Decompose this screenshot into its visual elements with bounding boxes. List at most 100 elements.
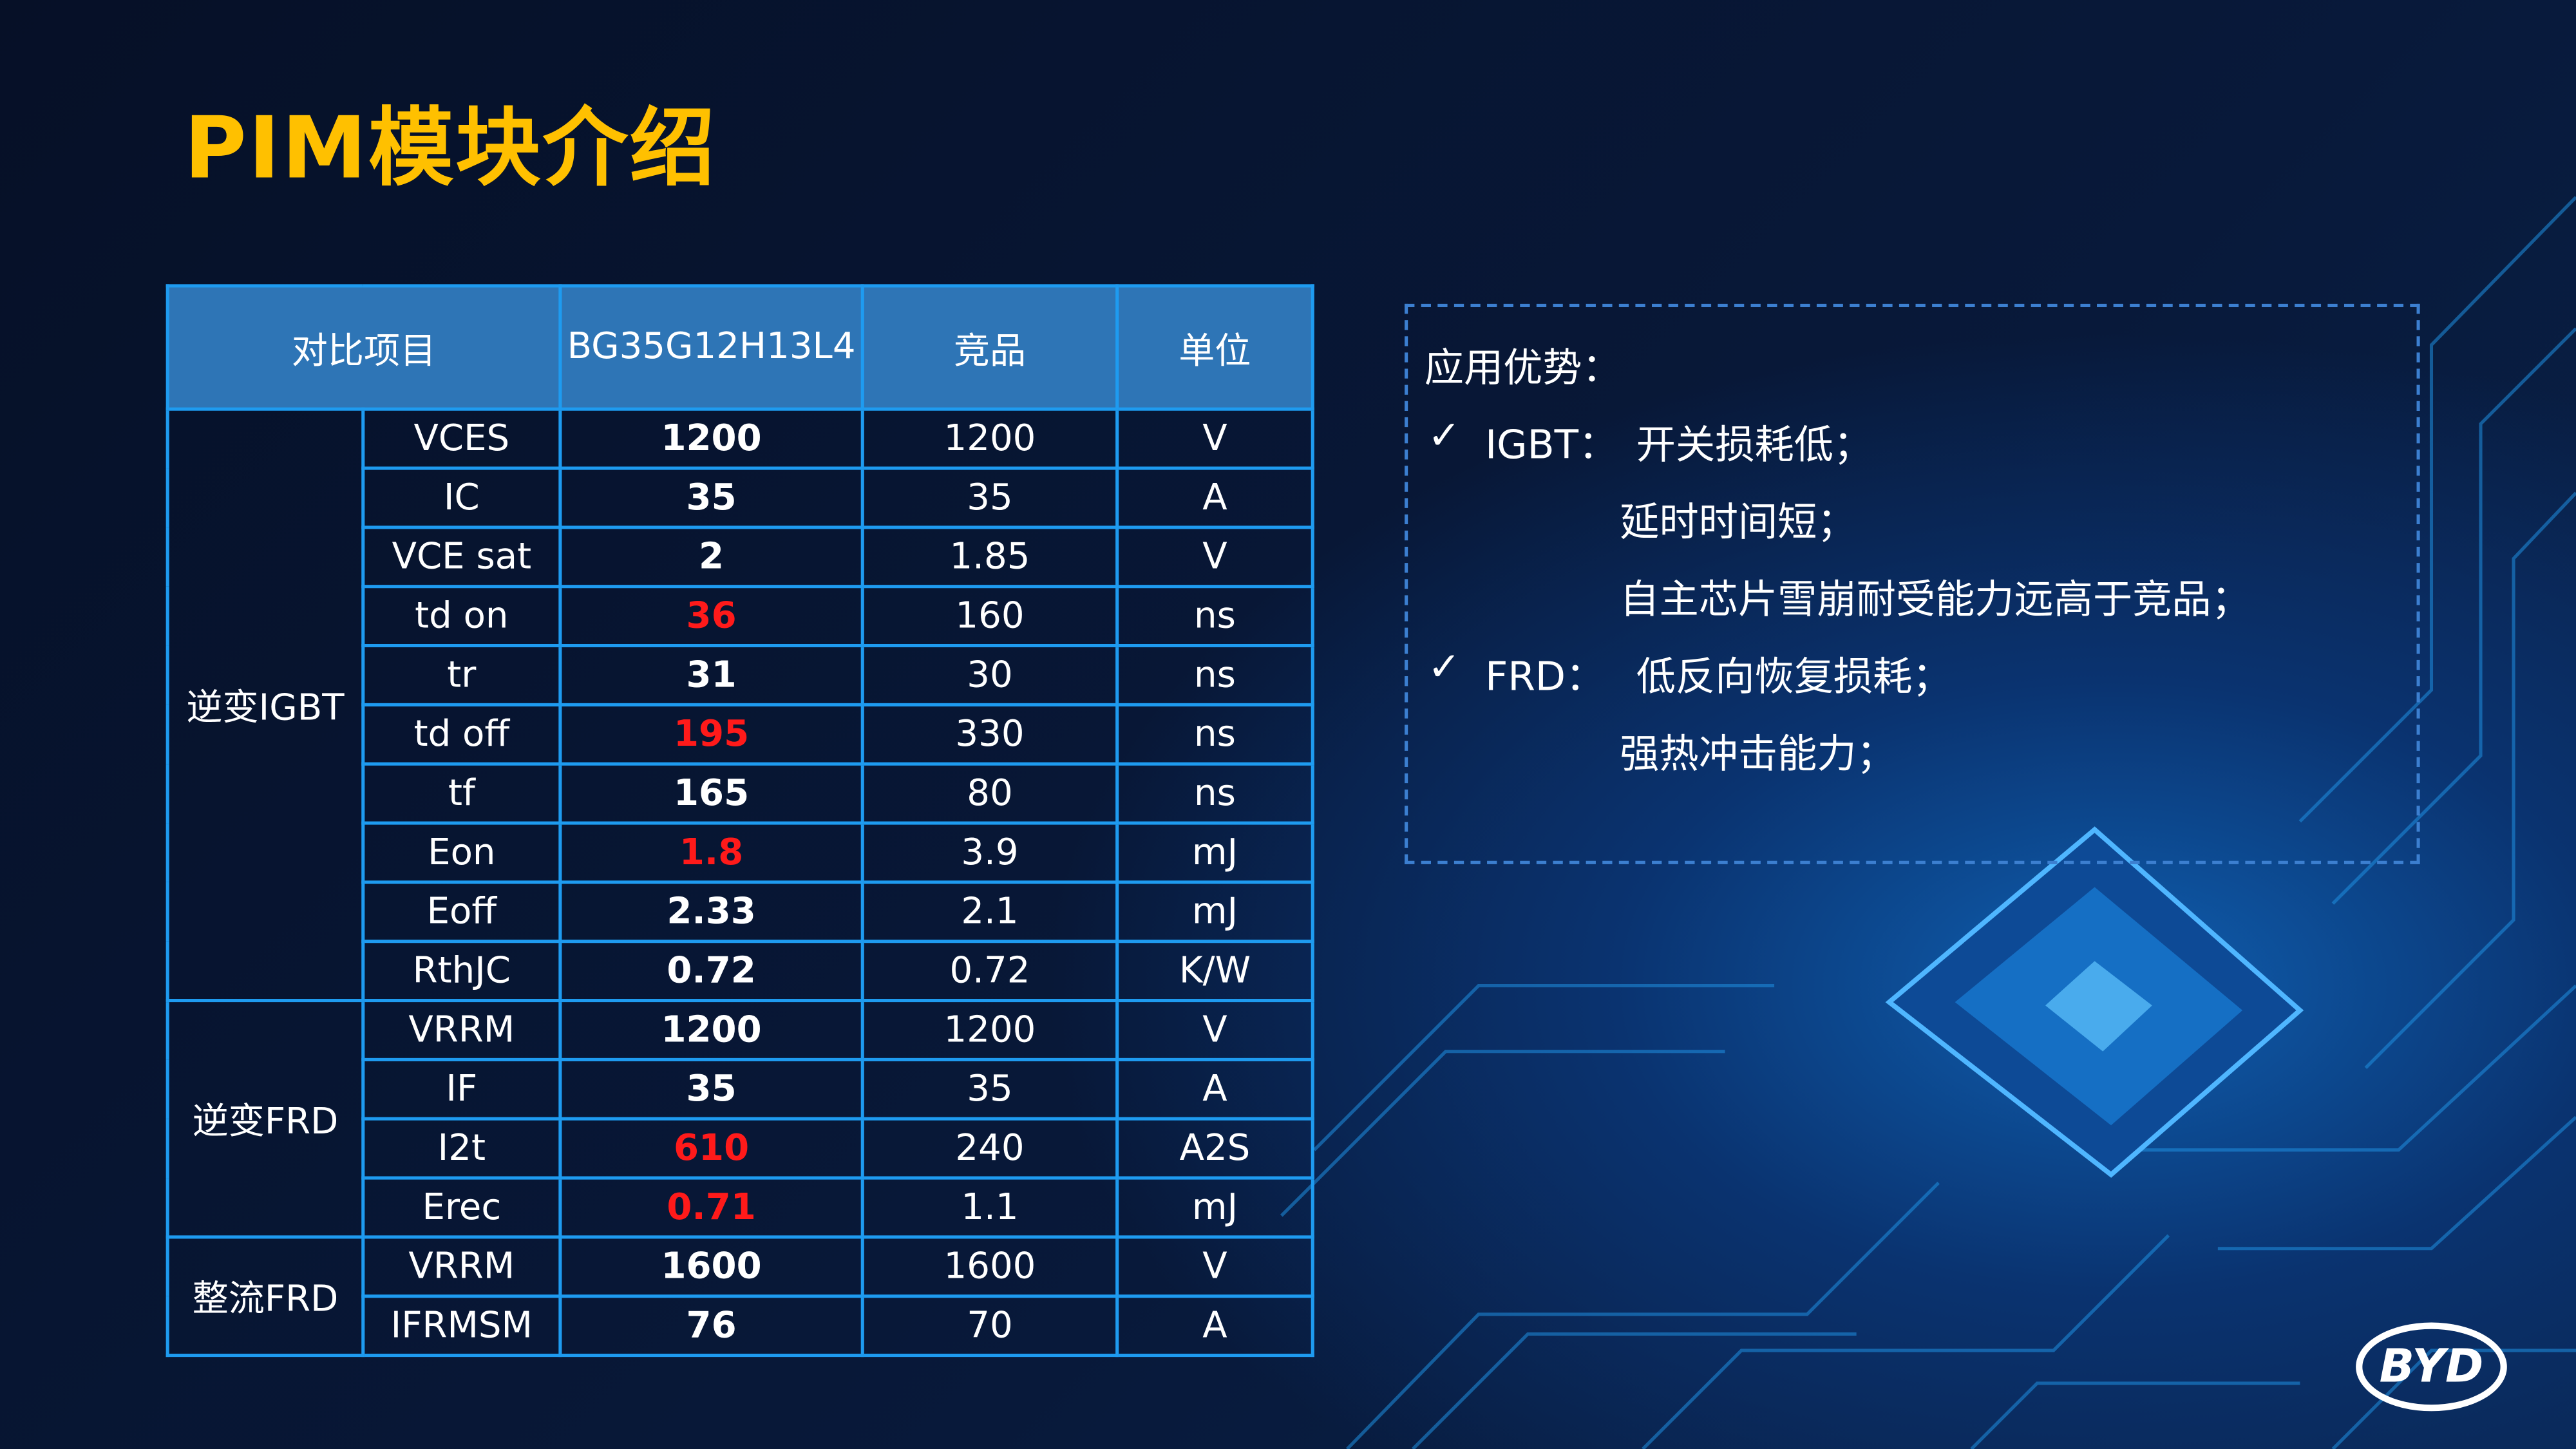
unit-cell: mJ <box>1115 821 1314 884</box>
competitor-cell: 240 <box>860 1117 1119 1180</box>
table-row: tf 165 80 ns <box>167 762 1314 825</box>
header-row: 对比项目 BG35G12H13L4 竞品 单位 <box>166 284 1314 411</box>
value-cell: 0.71 <box>558 1176 864 1239</box>
unit-cell: ns <box>1115 643 1314 706</box>
unit-cell: mJ <box>1115 880 1314 943</box>
table-row: IF 35 35 A <box>167 1057 1314 1121</box>
comparison-table: 对比项目 BG35G12H13L4 竞品 单位 逆变IGBT VCES 1200 1200 V I… <box>166 284 1314 1358</box>
item-cell: VCES <box>361 407 562 470</box>
table-row: RthJC 0.72 0.72 K/W <box>167 940 1314 1003</box>
item-cell: tr <box>361 643 562 706</box>
competitor-cell: 35 <box>860 466 1119 529</box>
value-cell: 2.33 <box>558 880 864 943</box>
group-cell: 整流FRD <box>166 1235 365 1358</box>
competitor-cell: 330 <box>860 703 1119 766</box>
item-cell: VRRM <box>361 1235 562 1298</box>
group-cell: 逆变FRD <box>166 999 365 1239</box>
item-cell: I2t <box>361 1117 562 1180</box>
item-cell: td off <box>361 703 562 766</box>
value-cell: 76 <box>558 1294 864 1358</box>
table-row: IC 35 35 A <box>167 466 1314 529</box>
table-row: VCE sat 2 1.85 V <box>167 526 1314 589</box>
value-cell: 31 <box>558 643 864 706</box>
advantages-heading: 应用优势： <box>1424 345 1622 392</box>
unit-cell: mJ <box>1115 1176 1314 1239</box>
value-cell: 1.8 <box>558 821 864 884</box>
unit-cell: V <box>1115 999 1314 1061</box>
item-cell: td on <box>361 585 562 648</box>
header-cell: 单位 <box>1115 284 1314 411</box>
group-cell: 逆变IGBT <box>166 407 365 1003</box>
value-cell: 35 <box>558 1057 864 1121</box>
table-row: I2t 610 240 A2S <box>167 1117 1314 1180</box>
value-cell: 2 <box>558 526 864 589</box>
header-cell: 竞品 <box>860 284 1119 411</box>
item-label: FRD： <box>1485 654 1605 700</box>
item-cell: IFRMSM <box>361 1294 562 1358</box>
competitor-cell: 70 <box>860 1294 1119 1358</box>
competitor-cell: 1.1 <box>860 1176 1119 1239</box>
check-mark: ✓ <box>1427 643 1461 690</box>
item-cell: tf <box>361 762 562 825</box>
header-cell: 对比项目 <box>166 284 562 411</box>
competitor-cell: 0.72 <box>860 940 1119 1003</box>
check-mark: ✓ <box>1427 412 1461 459</box>
unit-cell: A <box>1115 1294 1314 1358</box>
table-row: IFRMSM 76 70 A <box>167 1294 1314 1358</box>
item-cell: RthJC <box>361 940 562 1003</box>
unit-cell: ns <box>1115 762 1314 825</box>
value-cell: 610 <box>558 1117 864 1180</box>
item-cell: Eon <box>361 821 562 884</box>
value-cell: 1200 <box>558 407 864 470</box>
item-line: 开关损耗低； <box>1636 422 1873 469</box>
competitor-cell: 2.1 <box>860 880 1119 943</box>
table-row: tr 31 30 ns <box>167 643 1314 706</box>
header-cell: BG35G12H13L4 <box>558 284 864 411</box>
table-row: Eoff 2.33 2.1 mJ <box>167 880 1314 943</box>
value-cell: 36 <box>558 585 864 648</box>
slide-title: PIM模块介绍 <box>184 100 717 199</box>
competitor-cell: 80 <box>860 762 1119 825</box>
item-cell: IF <box>361 1057 562 1121</box>
unit-cell: K/W <box>1115 940 1314 1003</box>
table-row: Eon 1.8 3.9 mJ <box>167 821 1314 884</box>
value-cell: 1200 <box>558 999 864 1061</box>
item-cell: Erec <box>361 1176 562 1239</box>
unit-cell: ns <box>1115 585 1314 648</box>
unit-cell: ns <box>1115 703 1314 766</box>
value-cell: 165 <box>558 762 864 825</box>
competitor-cell: 1600 <box>860 1235 1119 1298</box>
competitor-cell: 1200 <box>860 407 1119 470</box>
value-cell: 195 <box>558 703 864 766</box>
value-cell: 0.72 <box>558 940 864 1003</box>
table-row: td on 36 160 ns <box>167 585 1314 648</box>
unit-cell: A <box>1115 466 1314 529</box>
competitor-cell: 160 <box>860 585 1119 648</box>
table-row: 逆变IGBT VCES 1200 1200 V <box>166 407 1314 1003</box>
unit-cell: V <box>1115 526 1314 589</box>
item-line: 自主芯片雪崩耐受能力远高于竞品； <box>1620 576 2251 623</box>
unit-cell: V <box>1115 407 1314 470</box>
advantages-box: 应用优势： ✓ IGBT： 开关损耗低； 延时时间短； 自主芯片雪崩耐受能力远高于竞品； ✓… <box>1405 303 2420 864</box>
item-cell: VRRM <box>361 999 562 1061</box>
item-cell: Eoff <box>361 880 562 943</box>
value-cell: 35 <box>558 466 864 529</box>
table-row: Erec 0.71 1.1 mJ <box>167 1176 1314 1239</box>
competitor-cell: 3.9 <box>860 821 1119 884</box>
item-cell: VCE sat <box>361 526 562 589</box>
competitor-cell: 30 <box>860 643 1119 706</box>
competitor-cell: 1200 <box>860 999 1119 1061</box>
item-line: 低反向恢复损耗； <box>1636 654 1952 700</box>
item-cell: IC <box>361 466 562 529</box>
table-row: 整流FRD VRRM 1600 1600 V <box>166 1235 1314 1358</box>
chip <box>1885 826 2304 1178</box>
competitor-cell: 35 <box>860 1057 1119 1121</box>
unit-cell: V <box>1115 1235 1314 1298</box>
unit-cell: A2S <box>1115 1117 1314 1180</box>
item-label: IGBT： <box>1485 422 1618 469</box>
item-line: 延时时间短； <box>1620 499 1857 545</box>
unit-cell: A <box>1115 1057 1314 1121</box>
